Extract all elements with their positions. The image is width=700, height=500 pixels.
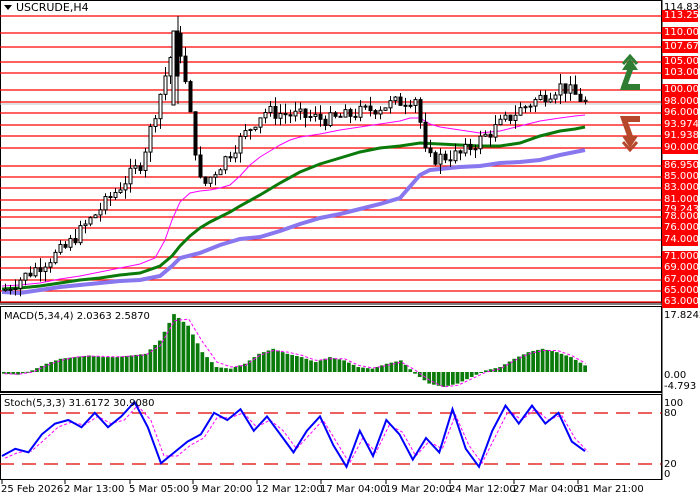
symbol-label: USCRUDE,H4 xyxy=(16,1,89,14)
price-level-label: 103.000 xyxy=(662,67,700,79)
price-candles xyxy=(3,16,588,297)
price-level-label: 81.000 xyxy=(662,194,699,206)
price-level-label: 69.000 xyxy=(662,262,699,274)
macd-axis-zero: 0.00 xyxy=(664,370,687,381)
price-level-label: 85.000 xyxy=(662,171,699,183)
macd-label: MACD(5,34,4) 2.0363 2.5870 xyxy=(4,311,150,322)
time-axis-label: 17 Mar 04:00 xyxy=(320,484,387,495)
price-level-label: 113.253 xyxy=(662,10,700,22)
price-level-label: 107.676 xyxy=(662,41,700,53)
macd-signal-line xyxy=(4,318,586,388)
macd-axis-max: 17.8242 xyxy=(664,310,700,321)
price-level-label: 105.000 xyxy=(662,56,700,68)
price-level-label: 67.000 xyxy=(662,274,699,286)
stoch-signal-line xyxy=(4,404,589,465)
time-axis-label: 12 Mar 12:00 xyxy=(256,484,323,495)
price-level-label: 63.000 xyxy=(662,296,699,308)
time-axis-label: 2 Mar 13:00 xyxy=(64,484,125,495)
price-level-lines xyxy=(0,15,662,303)
time-axis-label: 27 Mar 04:00 xyxy=(513,484,580,495)
price-level-label: 71.000 xyxy=(662,251,699,263)
ma-slow-line xyxy=(1,148,586,296)
price-level-label: 65.000 xyxy=(662,285,699,297)
stoch-main-line xyxy=(1,400,586,470)
time-axis-label: 24 Mar 12:00 xyxy=(449,484,516,495)
bearish-arrow-icon xyxy=(620,116,640,153)
time-axis-label: 19 Mar 20:00 xyxy=(385,484,452,495)
macd-histogram xyxy=(2,314,587,387)
dropdown-triangle-icon[interactable] xyxy=(4,5,12,10)
ma-fast-line xyxy=(1,114,586,287)
price-level-label: 91.938 xyxy=(662,130,699,142)
price-level-label: 76.000 xyxy=(662,222,699,234)
symbol-title[interactable]: USCRUDE,H4 xyxy=(4,1,89,14)
bullish-arrow-icon xyxy=(620,53,640,90)
time-axis-label: 31 Mar 21:00 xyxy=(577,484,644,495)
stoch-axis-80: 80 xyxy=(664,408,677,419)
price-level-label: 83.000 xyxy=(662,182,699,194)
time-axis-label: 9 Mar 20:00 xyxy=(192,484,253,495)
stoch-axis-0: 0 xyxy=(664,469,671,480)
price-level-label: 96.000 xyxy=(662,107,699,119)
price-level-label: 93.974 xyxy=(662,119,699,131)
time-axis-label: 25 Feb 2026 xyxy=(1,484,64,495)
price-level-label: 110.000 xyxy=(662,27,700,39)
time-axis-label: 5 Mar 05:00 xyxy=(129,484,190,495)
ma-mid-line xyxy=(1,125,586,291)
stoch-axis-100: 100 xyxy=(664,398,684,409)
macd-axis-min: -4.793 xyxy=(664,381,697,392)
price-level-label: 90.000 xyxy=(662,142,699,154)
price-axis-top: 114.830 xyxy=(664,2,700,13)
stoch-label: Stoch(5,3,3) 31.6172 30.9080 xyxy=(4,398,155,409)
price-level-label: 86.950 xyxy=(662,160,699,172)
price-level-label: 98.000 xyxy=(662,96,699,108)
price-level-label: 74.000 xyxy=(662,234,699,246)
price-level-label: 78.000 xyxy=(662,211,699,223)
price-level-label: 100.000 xyxy=(662,84,700,96)
stoch-axis-20: 20 xyxy=(664,459,677,470)
